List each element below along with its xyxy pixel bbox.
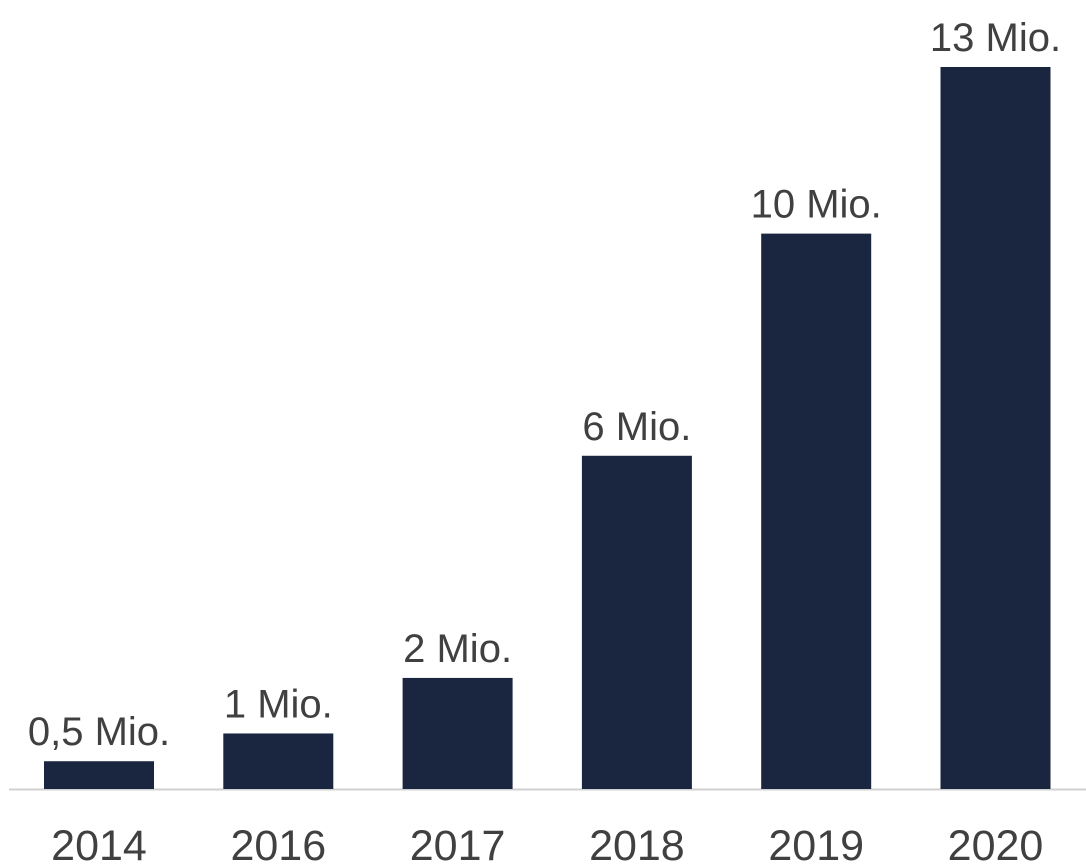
bar bbox=[402, 677, 513, 789]
value-label: 0,5 Mio. bbox=[28, 710, 170, 754]
bar bbox=[44, 761, 154, 789]
bar bbox=[223, 733, 334, 789]
x-tick-label: 2019 bbox=[768, 822, 864, 868]
x-tick-label: 2020 bbox=[948, 822, 1044, 868]
bar bbox=[940, 67, 1051, 789]
value-label: 6 Mio. bbox=[582, 405, 691, 449]
x-tick-label: 2016 bbox=[230, 822, 326, 868]
x-tick-label: 2018 bbox=[589, 822, 685, 868]
bar bbox=[761, 233, 872, 790]
value-label: 2 Mio. bbox=[403, 627, 512, 671]
value-label: 10 Mio. bbox=[751, 183, 882, 227]
x-tick-label: 2014 bbox=[51, 822, 147, 868]
value-label: 13 Mio. bbox=[930, 16, 1061, 60]
bar bbox=[581, 455, 692, 789]
x-tick-label: 2017 bbox=[410, 822, 506, 868]
value-label: 1 Mio. bbox=[224, 682, 333, 726]
